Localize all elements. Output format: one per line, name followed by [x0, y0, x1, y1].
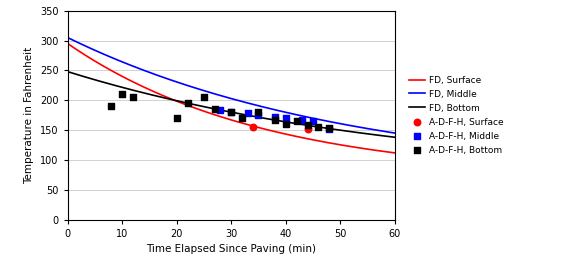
- A-D-F-H, Middle: [243, 111, 252, 116]
- FD, Middle: [283, 111, 289, 114]
- A-D-F-H, Bottom: [270, 118, 279, 122]
- A-D-F-H, Middle: [227, 110, 236, 114]
- A-D-F-H, Bottom: [183, 101, 192, 105]
- A-D-F-H, Bottom: [292, 119, 301, 123]
- FD, Middle: [212, 92, 219, 96]
- A-D-F-H, Bottom: [210, 107, 219, 111]
- FD, Middle: [391, 132, 398, 135]
- A-D-F-H, Bottom: [303, 123, 312, 128]
- A-D-F-H, Bottom: [172, 116, 181, 120]
- A-D-F-H, Bottom: [325, 126, 334, 131]
- FD, Surface: [391, 151, 398, 155]
- A-D-F-H, Bottom: [107, 104, 116, 109]
- FD, Bottom: [148, 93, 155, 96]
- FD, Bottom: [391, 136, 398, 139]
- A-D-F-H, Bottom: [118, 92, 127, 96]
- FD, Bottom: [212, 107, 219, 111]
- FD, Surface: [122, 77, 129, 80]
- FD, Bottom: [311, 125, 318, 128]
- FD, Surface: [257, 126, 264, 130]
- FD, Bottom: [283, 120, 289, 124]
- A-D-F-H, Bottom: [227, 110, 236, 114]
- A-D-F-H, Bottom: [200, 95, 209, 99]
- A-D-F-H, Bottom: [314, 125, 323, 129]
- FD, Surface: [283, 133, 289, 136]
- Legend: FD, Surface, FD, Middle, FD, Bottom, A-D-F-H, Surface, A-D-F-H, Middle, A-D-F-H,: FD, Surface, FD, Middle, FD, Bottom, A-D…: [406, 73, 506, 157]
- Y-axis label: Temperature in Fahrenheit: Temperature in Fahrenheit: [24, 47, 34, 184]
- A-D-F-H, Bottom: [237, 116, 246, 120]
- A-D-F-H, Surface: [249, 125, 258, 129]
- FD, Bottom: [122, 87, 129, 90]
- A-D-F-H, Surface: [303, 127, 312, 131]
- X-axis label: Time Elapsed Since Paving (min): Time Elapsed Since Paving (min): [146, 244, 316, 254]
- FD, Middle: [148, 72, 155, 75]
- FD, Surface: [311, 138, 318, 142]
- FD, Bottom: [257, 116, 264, 119]
- FD, Middle: [257, 105, 264, 108]
- A-D-F-H, Middle: [298, 118, 307, 122]
- A-D-F-H, Middle: [281, 116, 290, 120]
- Line: FD, Middle: FD, Middle: [68, 38, 395, 133]
- A-D-F-H, Middle: [254, 113, 263, 117]
- Line: FD, Bottom: FD, Bottom: [68, 72, 395, 137]
- A-D-F-H, Bottom: [254, 110, 263, 114]
- FD, Surface: [148, 89, 155, 92]
- FD, Middle: [311, 117, 318, 120]
- FD, Bottom: [64, 70, 71, 73]
- A-D-F-H, Middle: [309, 119, 318, 123]
- FD, Middle: [122, 62, 129, 65]
- FD, Surface: [212, 114, 219, 117]
- Line: FD, Surface: FD, Surface: [68, 44, 395, 153]
- FD, Surface: [64, 42, 71, 45]
- A-D-F-H, Bottom: [281, 122, 290, 126]
- FD, Middle: [64, 36, 71, 39]
- A-D-F-H, Middle: [325, 127, 334, 131]
- A-D-F-H, Middle: [216, 108, 225, 113]
- A-D-F-H, Bottom: [129, 95, 138, 99]
- A-D-F-H, Middle: [270, 115, 279, 119]
